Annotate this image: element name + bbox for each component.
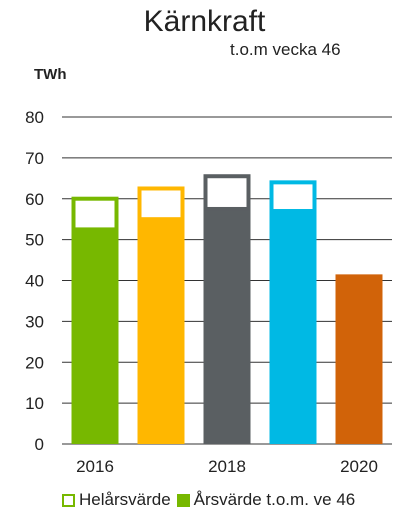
y-axis-unit: TWh bbox=[34, 66, 67, 83]
y-tick-label: 30 bbox=[25, 312, 44, 331]
bar-arsvarde bbox=[71, 229, 119, 444]
bar-helarsvarde bbox=[137, 186, 185, 222]
y-tick-label: 40 bbox=[25, 272, 44, 291]
legend-label-arsvarde: Årsvärde t.o.m. ve 46 bbox=[193, 490, 356, 509]
x-tick-label: 2016 bbox=[76, 457, 114, 476]
bar-helarsvarde bbox=[203, 174, 251, 211]
chart-title: Kärnkraft bbox=[143, 5, 266, 38]
legend: Helårsvärde Årsvärde t.o.m. ve 46 bbox=[62, 490, 355, 510]
y-tick-label: 80 bbox=[25, 108, 44, 127]
y-tick-label: 10 bbox=[25, 394, 44, 413]
bar-arsvarde bbox=[203, 208, 251, 444]
x-tick-label: 2020 bbox=[340, 457, 378, 476]
bar-helarsvarde bbox=[269, 180, 317, 214]
x-tick-label: 2018 bbox=[208, 457, 246, 476]
legend-label-helarsvarde: Helårsvärde bbox=[79, 490, 171, 509]
y-tick-label: 60 bbox=[25, 190, 44, 209]
legend-swatch-filled bbox=[176, 493, 190, 507]
y-tick-label: 0 bbox=[35, 435, 44, 454]
legend-swatch-outline bbox=[62, 493, 75, 507]
legend-item-helarsvarde: Helårsvärde bbox=[62, 490, 171, 510]
chart-subtitle: t.o.m vecka 46 bbox=[230, 40, 341, 59]
bar-arsvarde bbox=[335, 274, 383, 444]
y-tick-label: 20 bbox=[25, 353, 44, 372]
y-tick-label: 50 bbox=[25, 231, 44, 250]
bar-arsvarde bbox=[137, 219, 185, 444]
legend-item-arsvarde: Årsvärde t.o.m. ve 46 bbox=[176, 490, 356, 510]
bar-arsvarde bbox=[269, 211, 317, 444]
y-tick-label: 70 bbox=[25, 149, 44, 168]
bar-helarsvarde bbox=[71, 196, 119, 232]
